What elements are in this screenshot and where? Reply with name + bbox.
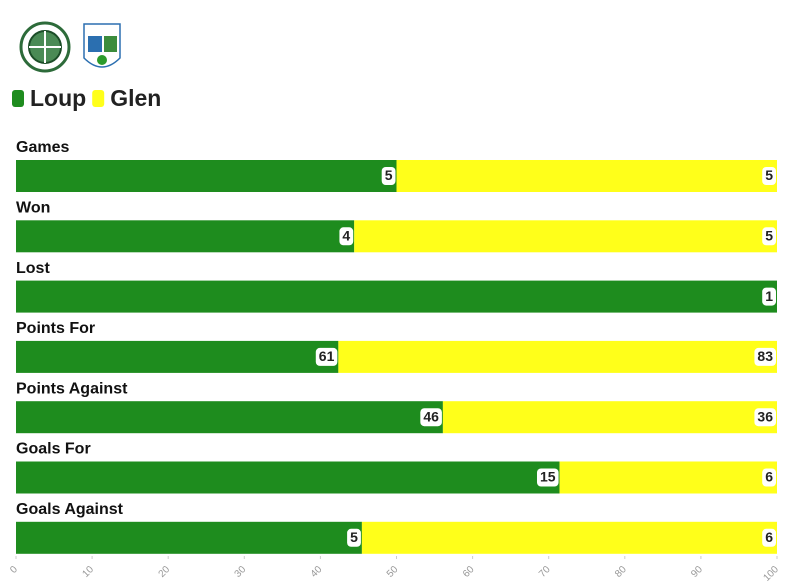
value-label-box (754, 408, 776, 427)
value-label-group: 15 (536, 468, 559, 487)
value-label-group: 5 (347, 528, 361, 547)
bar-segment (559, 461, 777, 494)
bar-segment (442, 401, 777, 434)
category-label: Points For (16, 320, 95, 337)
legend-swatch (92, 90, 105, 107)
value-label: 5 (765, 167, 773, 183)
bar-segment (16, 401, 443, 434)
value-label-box (347, 528, 361, 547)
value-label: 83 (757, 348, 773, 364)
value-label-box (420, 408, 442, 427)
bar-segment (16, 160, 397, 192)
category-label: Goals Against (16, 501, 124, 518)
x-tick-label: 50 (385, 564, 401, 580)
value-label: 5 (385, 167, 393, 183)
value-label-group: 83 (754, 347, 776, 366)
value-label-group: 61 (315, 347, 338, 366)
category-label: Won (16, 200, 50, 217)
x-tick-label: 100 (761, 564, 781, 584)
x-tick-label: 10 (80, 564, 96, 580)
x-tick-label: 70 (537, 564, 553, 580)
value-label-group: 6 (762, 528, 776, 547)
value-label-box (762, 227, 776, 246)
value-label-box (339, 227, 354, 246)
value-label: 15 (540, 469, 556, 485)
x-tick-label: 20 (157, 564, 173, 580)
value-label-group: 5 (762, 227, 776, 246)
value-label-group: 4 (339, 227, 354, 246)
category-label: Goals For (16, 441, 91, 458)
legend-label: Glen (110, 85, 161, 111)
value-label-group: 1 (762, 287, 776, 306)
x-tick-label: 90 (689, 564, 705, 580)
value-label: 5 (765, 228, 773, 244)
bar-segment (16, 521, 362, 554)
value-label-box (762, 468, 776, 487)
bar-segment (354, 220, 777, 253)
bar-segment (16, 220, 355, 253)
value-label-box (536, 468, 559, 487)
x-tick-label: 80 (613, 564, 629, 580)
bar-segment (396, 160, 777, 192)
glen-crest (83, 23, 121, 68)
category-label: Lost (16, 260, 50, 277)
value-label: 5 (350, 529, 358, 545)
value-label-group: 36 (754, 408, 776, 427)
value-label-group: 46 (420, 408, 442, 427)
value-label-box (315, 347, 338, 366)
value-label: 61 (319, 348, 335, 364)
category-label: Games (16, 139, 69, 156)
loup-crest (19, 21, 71, 73)
value-label: 46 (423, 408, 439, 424)
value-label-box (754, 347, 776, 366)
bar-segment (16, 340, 339, 373)
value-label-box (762, 287, 776, 306)
x-tick-label: 0 (8, 564, 20, 576)
value-label-box (381, 167, 396, 185)
value-label: 36 (757, 408, 773, 424)
category-label: Points Against (16, 380, 128, 397)
legend-swatch (12, 90, 24, 107)
value-label: 6 (765, 529, 773, 545)
bar-segment (338, 340, 777, 373)
value-label-group: 5 (381, 167, 396, 185)
x-tick-label: 30 (233, 564, 249, 580)
value-label-box (762, 167, 776, 185)
value-label: 1 (765, 288, 773, 304)
bar-segment (16, 280, 777, 313)
value-label: 6 (765, 469, 773, 485)
bar-segment (361, 521, 777, 554)
x-tick-label: 40 (309, 564, 325, 580)
value-label-box (762, 528, 776, 547)
legend-label: Loup (30, 85, 86, 111)
value-label-group: 5 (762, 167, 776, 185)
bar-segment (16, 461, 560, 494)
value-label-group: 6 (762, 468, 776, 487)
x-tick-label: 60 (461, 564, 477, 580)
value-label: 4 (342, 228, 350, 244)
